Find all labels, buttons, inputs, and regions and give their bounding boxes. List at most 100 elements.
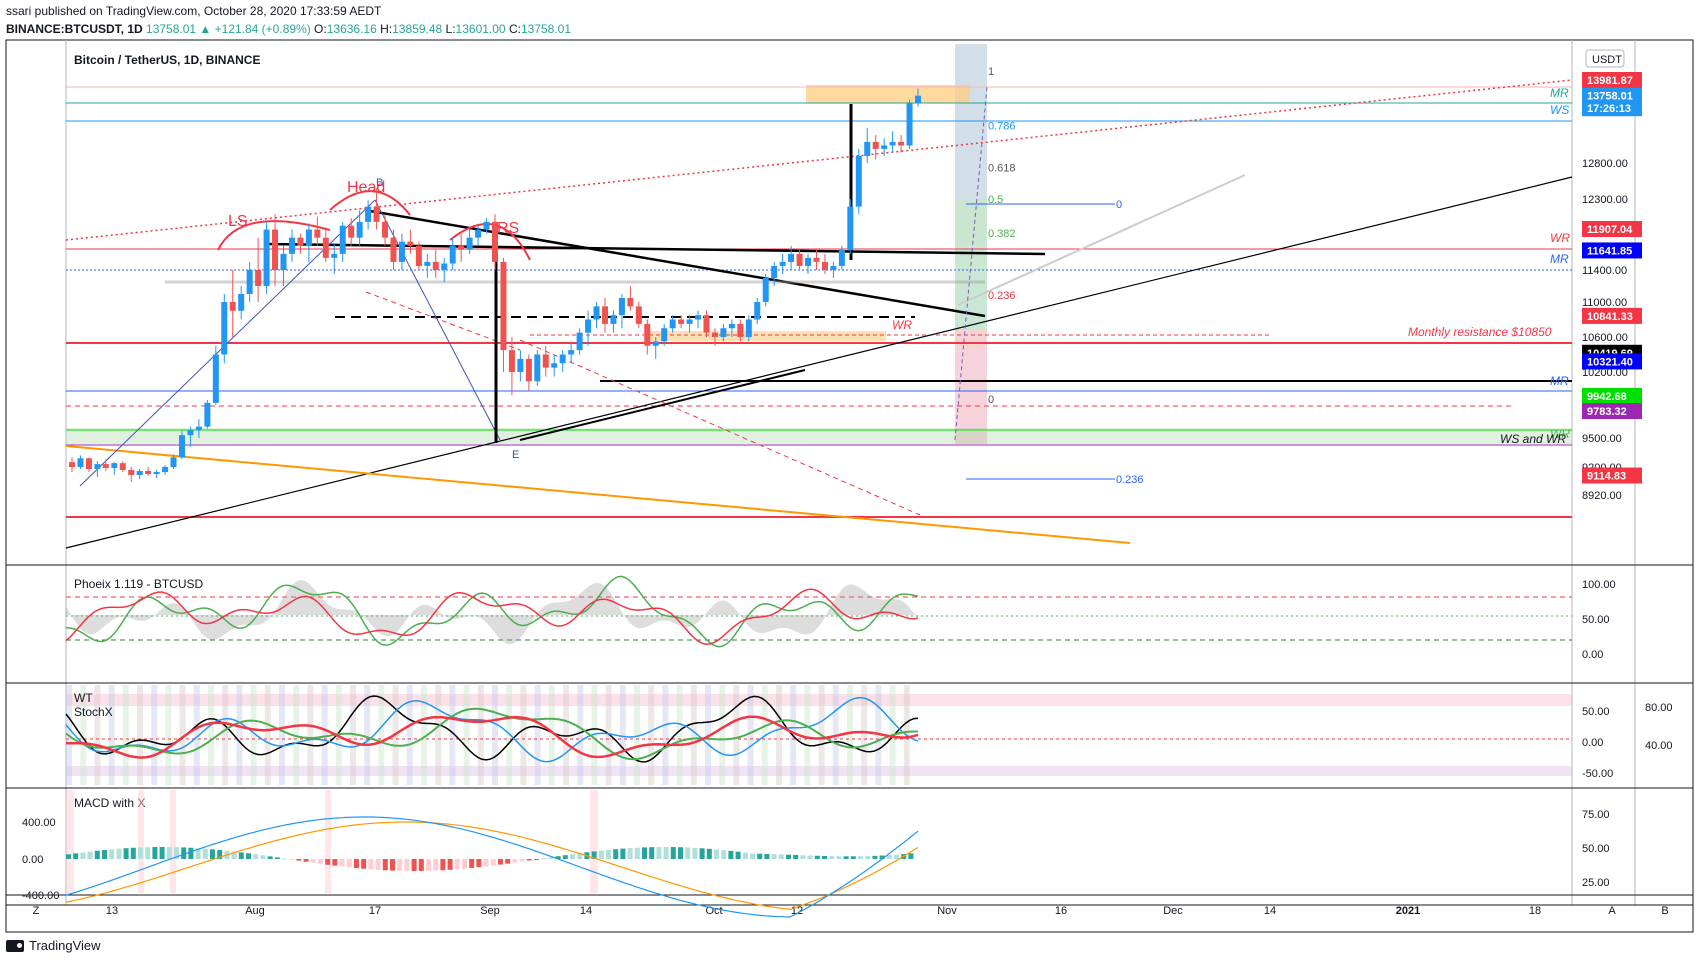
wt-bg-bar (80, 685, 87, 785)
macd-hist-bar (879, 855, 885, 859)
candle-body (153, 472, 160, 474)
candle-body (779, 261, 786, 266)
candle-body (500, 261, 507, 351)
pane-title-macd: MACD with X (74, 796, 145, 810)
macd-bg-bar (590, 790, 598, 893)
wt-tick: -50.00 (1582, 768, 1613, 780)
candle-body (517, 358, 524, 372)
candle-body (475, 229, 482, 238)
price-axis: USDT8920.009200.009500.0010200.0010600.0… (1582, 49, 1628, 502)
macd-hist-bar (894, 854, 899, 859)
macd-hist-bar (642, 847, 647, 859)
wt-blue-line (65, 696, 919, 763)
macd-tick: 400.00 (22, 817, 56, 829)
candle-body (128, 470, 135, 475)
wt-bg-bar (208, 685, 214, 785)
stochx-tick: 80.00 (1645, 702, 1673, 714)
chart-frame (5, 39, 1694, 933)
main-text-layer: Bitcoin / TetherUS, 1D, BINANCE LS Head RS M… (74, 53, 1570, 486)
wt-bg-bar (137, 685, 143, 785)
pane-subtitle-stochx: StochX (74, 705, 113, 719)
candle-body (449, 245, 456, 264)
wt-ob-zone (66, 694, 1572, 706)
wt-bg-bar (719, 685, 726, 785)
macd-hist-bar (87, 851, 93, 859)
symbol-label[interactable]: BINANCE:BTCUSDT, 1D (6, 22, 143, 36)
candle-body (204, 402, 211, 427)
tradingview-logo-icon (6, 939, 24, 952)
macd-hist-bar (742, 852, 748, 859)
price-label-box (1582, 87, 1642, 104)
candle-body (466, 237, 473, 250)
candle-body (821, 261, 828, 270)
candle-body (356, 221, 363, 238)
wt-bg-bar (605, 685, 612, 785)
high-value: 13859.48 (392, 22, 443, 36)
candle-body (534, 354, 541, 382)
chart-annotation: Monthly resistance $10850 (1408, 325, 1552, 339)
candle-body (483, 221, 490, 230)
wt-bg-bar (847, 685, 853, 785)
price-label-box (1582, 307, 1642, 324)
phoeix-tick: 50.00 (1582, 614, 1610, 626)
price-tick: 12300.00 (1582, 194, 1628, 206)
candle-body (627, 298, 634, 307)
trend-orange (65, 445, 1131, 544)
candle-body (644, 323, 651, 346)
candle-body (272, 229, 279, 270)
macd-hist-bar (267, 856, 273, 859)
wt-bg-bar (747, 685, 754, 785)
candle-body (314, 229, 321, 238)
candle-body (720, 328, 727, 337)
candle-body (77, 458, 84, 467)
chart-annotation: MR (1550, 86, 1569, 100)
candle-body (568, 350, 575, 355)
macd-hist-bar (757, 853, 763, 859)
candle-body (576, 332, 583, 351)
phoeix-red-line (65, 588, 919, 645)
candle-body (85, 458, 92, 469)
wt-bg-bar (179, 685, 186, 785)
candle-body (762, 278, 769, 302)
candle-body (119, 463, 126, 470)
fib-ext-label: 0.236 (1116, 474, 1144, 486)
main-pane-title: Bitcoin / TetherUS, 1D, BINANCE (74, 53, 260, 67)
scale-mode-b: B (1661, 905, 1668, 917)
macd-hist-bar (699, 848, 705, 859)
macd-hist-bar (411, 859, 417, 871)
candle-body (297, 237, 304, 246)
macd-hist-bar (73, 853, 79, 859)
price-tick: 11000.00 (1582, 297, 1627, 309)
wt-bg-bar (619, 685, 626, 785)
macd-hist-bar (174, 847, 179, 859)
wt-bg-bar (690, 685, 697, 785)
macd-hist-bar (692, 847, 698, 859)
candle-body (847, 206, 854, 250)
price-tick: 12800.00 (1582, 158, 1628, 170)
macd-hist-bar (296, 859, 302, 861)
candle-body (195, 426, 202, 431)
wt-bg-bar (222, 685, 229, 785)
macd-hist-bar (822, 855, 827, 859)
wt-bg-bar (861, 685, 868, 785)
trend-descending (369, 209, 986, 318)
close-value: 13758.01 (520, 22, 572, 36)
fib-diagonal (954, 86, 988, 441)
candle-body (390, 237, 397, 262)
chart-annotation: MR (1550, 374, 1569, 388)
macd-hist-bar (109, 849, 115, 859)
tradingview-logo[interactable]: TradingView (6, 938, 101, 953)
macd-hist-bar (656, 847, 662, 859)
macd-hist-bar (800, 855, 806, 859)
macd-hist-bar (361, 859, 367, 869)
price-label-box (1582, 220, 1642, 237)
macd-hist-bar (202, 848, 208, 859)
scale-mode-auto: A (1608, 905, 1616, 917)
macd-line (65, 816, 919, 918)
fib-level-label: 1 (988, 66, 994, 78)
wt-bg-bar (548, 685, 555, 785)
macd-hist-bar (764, 853, 770, 859)
macd-bg-bar (325, 790, 331, 893)
